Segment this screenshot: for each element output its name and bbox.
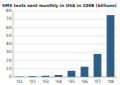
x-tick-label: '03 [42, 79, 49, 84]
x-tick-label: '04 [55, 79, 62, 84]
grid-line [13, 11, 117, 12]
grid-line [13, 19, 117, 20]
title: SMS texts sent monthly in USA in 2008 (b… [2, 3, 117, 8]
y-tick-label: 60 [6, 25, 12, 30]
x-tick-label: '07 [94, 79, 101, 84]
chart-container: 0 10 20 30 40 50 60 70 80 '01 '02 '03 '04 '05 '06 '07 '0… [0, 0, 120, 85]
y-tick-label: 0 [9, 74, 12, 79]
y-tick-label: 30 [6, 49, 12, 54]
x-tick-label: '06 [81, 79, 88, 84]
bars [16, 15, 115, 77]
grid [13, 11, 117, 77]
bar [81, 67, 89, 77]
chart: 0 10 20 30 40 50 60 70 80 '01 '02 '03 '04 '05 '06 '07 '0… [0, 0, 120, 85]
y-tick-label: 10 [6, 66, 12, 71]
grid-line [13, 52, 117, 53]
y-tick-label: 50 [6, 33, 12, 38]
grid-line [13, 44, 117, 45]
x-tick-label: '01 [16, 79, 23, 84]
grid-line [13, 35, 117, 36]
y-tick-label: 80 [6, 8, 12, 13]
y-tick-label: 40 [6, 41, 12, 46]
y-tick-label: 20 [6, 58, 12, 63]
y-axis-line [13, 11, 14, 77]
bar [94, 54, 102, 77]
y-tick-label: 70 [6, 16, 12, 21]
bar [68, 71, 76, 77]
x-axis-line [13, 77, 117, 78]
x-tick-label: '05 [68, 79, 75, 84]
bar [107, 15, 115, 77]
x-tick-label: '08 [107, 79, 114, 84]
grid-line [13, 27, 117, 28]
bar [55, 75, 63, 77]
x-tick-label: '02 [29, 79, 36, 84]
